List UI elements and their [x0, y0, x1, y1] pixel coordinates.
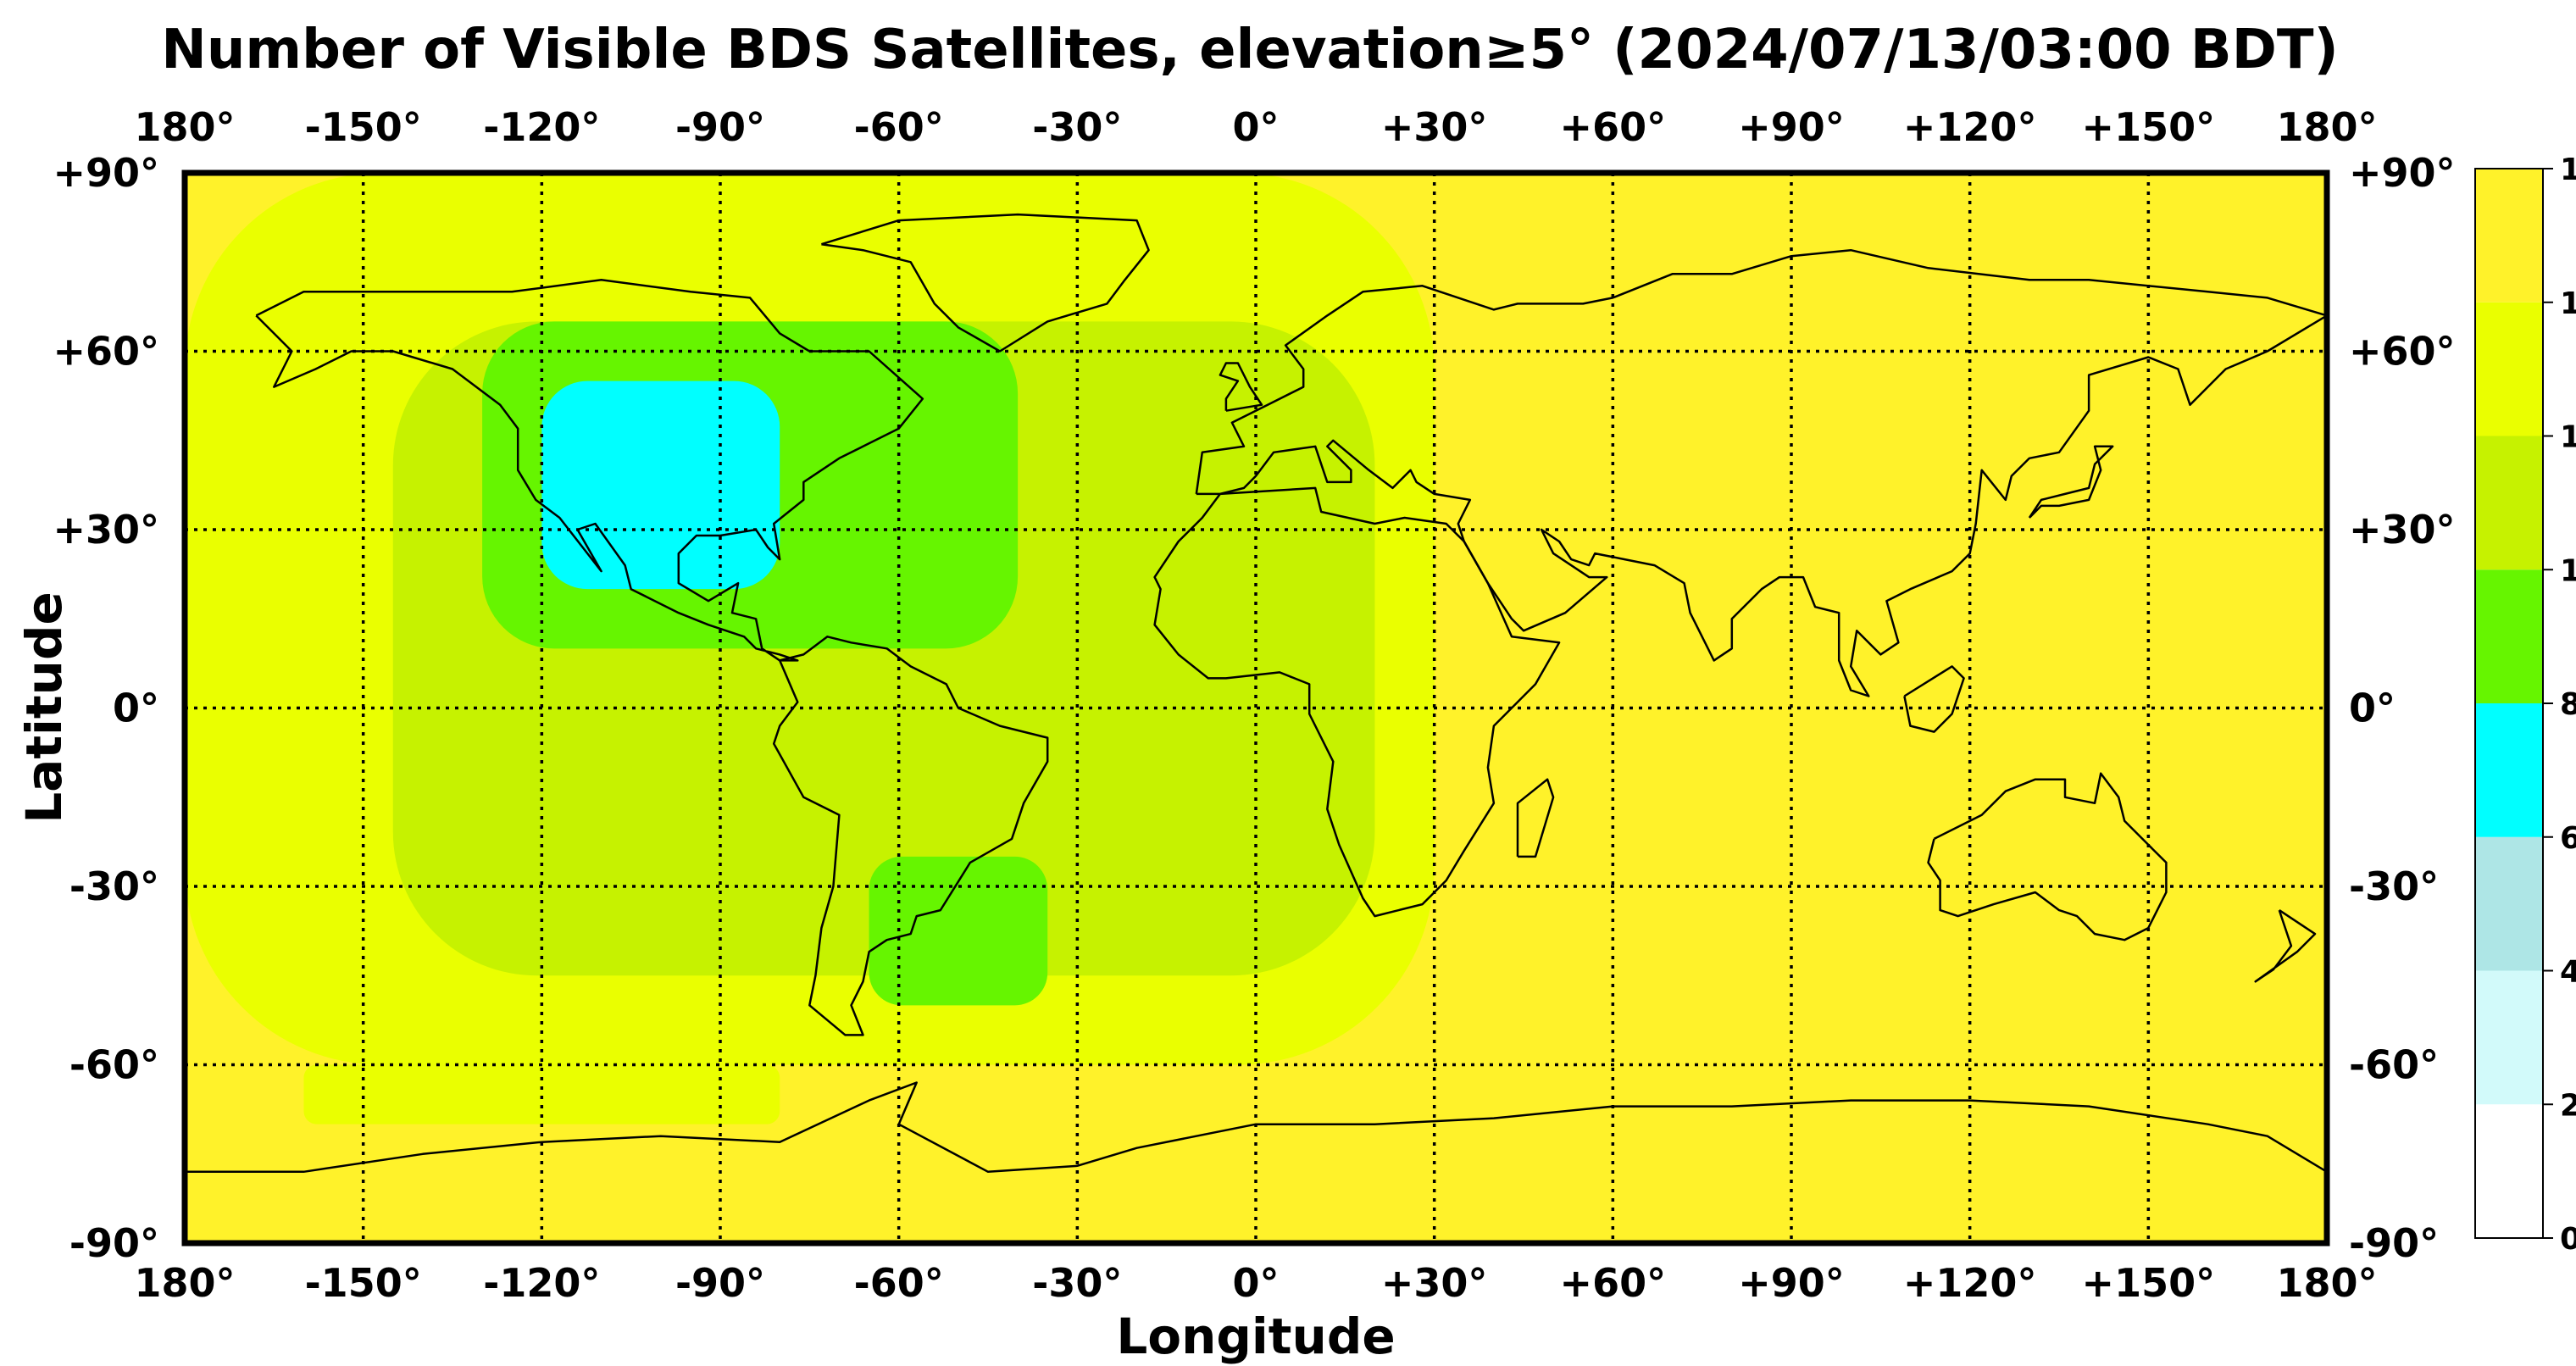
- lon-tick-top: 0°: [1232, 104, 1279, 150]
- colorbar-bin: [2475, 970, 2543, 1105]
- lon-tick-top: +60°: [1560, 104, 1667, 150]
- tick-labels: 180° 180° -150° -150° -120° -120° -90° -90° -60°…: [53, 104, 2455, 1306]
- lon-tick-bottom: +120°: [1903, 1260, 2037, 1306]
- heatmap-region-1: [303, 1064, 780, 1124]
- lat-tick-left: +60°: [53, 329, 159, 375]
- coastline-japan: [2028, 445, 2114, 519]
- lon-tick-top: -120°: [483, 104, 600, 150]
- lon-tick-bottom: 180°: [134, 1260, 235, 1306]
- colorbar-tick-label: 0: [2560, 1222, 2576, 1257]
- lon-tick-bottom: 0°: [1232, 1260, 1279, 1306]
- colorbar-tick-label: 16: [2560, 153, 2576, 187]
- coastline-uk: [1219, 362, 1263, 412]
- lon-tick-top: +30°: [1381, 104, 1488, 150]
- colorbar-bin: [2475, 703, 2543, 837]
- y-axis-label: Latitude: [15, 591, 73, 824]
- lat-tick-right: -30°: [2349, 863, 2439, 909]
- lon-tick-bottom: 180°: [2276, 1260, 2377, 1306]
- lon-tick-top: -90°: [675, 104, 765, 150]
- lon-tick-bottom: -90°: [675, 1260, 765, 1306]
- lat-tick-left: +30°: [53, 507, 159, 553]
- heatmap-region-4: [869, 856, 1048, 1006]
- colorbar-bin: [2475, 836, 2543, 971]
- lon-tick-bottom: -150°: [305, 1260, 422, 1306]
- coastline-australia: [1927, 772, 2168, 941]
- colorbar-bin: [2475, 302, 2543, 436]
- coastline-south-america: [772, 636, 1049, 1036]
- lon-tick-top: -60°: [854, 104, 944, 150]
- colorbar-tick-label: 14: [2560, 286, 2576, 321]
- lon-tick-bottom: +60°: [1560, 1260, 1667, 1306]
- lon-tick-bottom: +90°: [1738, 1260, 1845, 1306]
- lat-tick-right: +30°: [2349, 507, 2456, 553]
- colorbar-tick-label: 8: [2560, 687, 2576, 722]
- coastlines: [185, 213, 2329, 1174]
- colorbar-bin: [2475, 436, 2543, 570]
- lon-tick-top: 180°: [134, 104, 235, 150]
- colorbar-tick-label: 4: [2560, 955, 2576, 990]
- lat-tick-right: +60°: [2349, 329, 2456, 375]
- coastline-new-zealand: [2254, 909, 2317, 983]
- lat-tick-left: -30°: [69, 863, 159, 909]
- colorbar-bin: [2475, 1104, 2543, 1238]
- lat-tick-left: +90°: [53, 150, 159, 196]
- colorbar-tick-label: 6: [2560, 821, 2576, 856]
- lat-tick-left: -60°: [69, 1042, 159, 1088]
- lon-tick-top: 180°: [2276, 104, 2377, 150]
- heatmap-region-5: [541, 380, 780, 590]
- lat-tick-right: -90°: [2349, 1220, 2439, 1266]
- colorbar-bin: [2475, 169, 2543, 303]
- lon-tick-top: -30°: [1032, 104, 1122, 150]
- lon-tick-bottom: +150°: [2082, 1260, 2216, 1306]
- lat-tick-left: 0°: [113, 686, 159, 731]
- colorbar-tick-label: 10: [2560, 553, 2576, 588]
- lon-tick-bottom: -120°: [483, 1260, 600, 1306]
- lon-tick-bottom: -30°: [1032, 1260, 1122, 1306]
- coastline-antarctica: [185, 1081, 2328, 1174]
- coastline-borneo: [1903, 665, 1965, 733]
- colorbar: 0 2 4 6 8 10 12 14 16: [2474, 153, 2576, 1257]
- lat-tick-right: +90°: [2349, 150, 2456, 196]
- lon-tick-top: +150°: [2082, 104, 2216, 150]
- colorbar-tick-label: 2: [2560, 1088, 2576, 1123]
- lat-tick-left: -90°: [69, 1220, 159, 1266]
- lon-tick-top: +90°: [1738, 104, 1845, 150]
- lon-tick-top: -150°: [305, 104, 422, 150]
- coastline-eurasia: [1195, 248, 2329, 697]
- map-title: Number of Visible BDS Satellites, elevat…: [161, 19, 2339, 81]
- colorbar-tick-label: 12: [2560, 420, 2576, 455]
- coastline-africa: [1153, 486, 1561, 918]
- lon-tick-top: +120°: [1903, 104, 2037, 150]
- map-frame: [181, 169, 2330, 1247]
- coastline-madagascar: [1516, 778, 1555, 858]
- lat-tick-right: -60°: [2349, 1042, 2439, 1088]
- lat-tick-right: 0°: [2349, 686, 2396, 731]
- lon-tick-bottom: -60°: [854, 1260, 944, 1306]
- coastline-greenland: [821, 213, 1150, 353]
- coastline-north-america: [255, 279, 924, 662]
- lon-tick-bottom: +30°: [1381, 1260, 1488, 1306]
- colorbar-bin: [2475, 569, 2543, 703]
- x-axis-label: Longitude: [1116, 1308, 1395, 1365]
